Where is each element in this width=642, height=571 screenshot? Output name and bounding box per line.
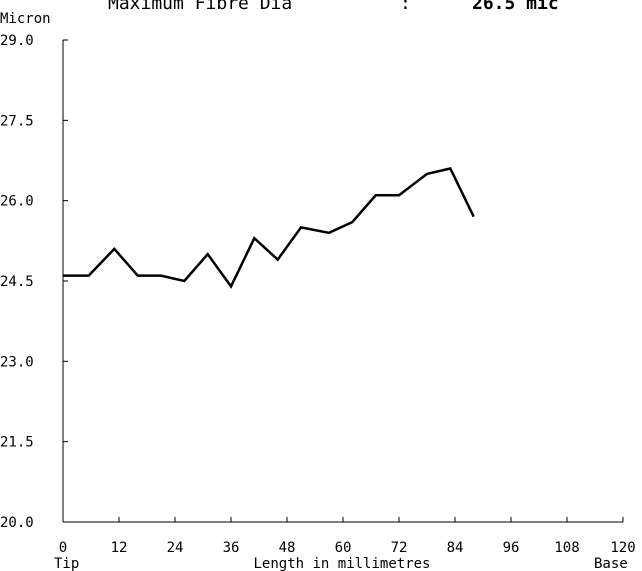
- x-right-label: Base: [594, 556, 628, 571]
- y-tick-label: 29.0: [0, 33, 34, 49]
- chart-title-separator: :: [400, 0, 411, 14]
- y-tick-label: 26.0: [0, 194, 34, 210]
- x-tick-label: 96: [503, 540, 520, 556]
- x-tick-label: 108: [554, 540, 579, 556]
- chart-title-value: 26.5 mic: [472, 0, 559, 14]
- chart-title-text: Maximum Fibre Dia: [108, 0, 292, 14]
- x-tick-label: 72: [391, 540, 408, 556]
- x-tick-label: 84: [447, 540, 464, 556]
- x-tick-label: 120: [610, 540, 635, 556]
- x-tick-label: 12: [111, 540, 128, 556]
- axes: [62, 40, 623, 523]
- y-ticks: 29.0 27.5 26.0 24.5 23.0 21.5 20.0: [0, 33, 68, 531]
- x-tick-label: 60: [335, 540, 352, 556]
- y-axis-label: Micron: [0, 11, 51, 27]
- x-ticks: 0 12 24 36 48 60 72 84 96 108 120: [59, 517, 636, 556]
- x-tick-label: 36: [223, 540, 240, 556]
- x-tick-label: 48: [279, 540, 296, 556]
- y-tick-label: 24.5: [0, 274, 34, 290]
- x-left-label: Tip: [54, 556, 79, 571]
- x-axis-label: Length in millimetres: [253, 556, 430, 571]
- y-tick-label: 21.5: [0, 435, 34, 451]
- y-tick-label: 27.5: [0, 113, 34, 129]
- series-group: [63, 167, 475, 289]
- y-tick-label: 23.0: [0, 354, 34, 370]
- x-tick-label: 24: [167, 540, 184, 556]
- y-tick-label: 20.0: [0, 515, 34, 531]
- chart-title: Maximum Fibre Dia : 26.5 mic: [108, 0, 559, 14]
- x-tick-label: 0: [59, 540, 67, 556]
- series-line: [63, 167, 475, 289]
